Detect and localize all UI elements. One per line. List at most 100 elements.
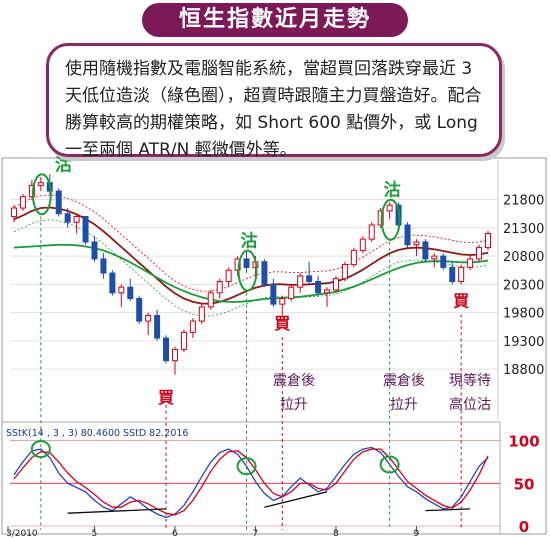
candle-body — [476, 247, 483, 260]
candle-body — [386, 204, 393, 212]
candle-body — [368, 224, 375, 240]
date-tick-label: 9 — [413, 529, 419, 538]
stochastic-tick-label: 100 — [508, 433, 539, 451]
stoch-trend-line — [425, 508, 471, 512]
strategy-note: 使用隨機指數及電腦智能系統，當超買回落跌穿最近 3 天低位造淡（綠色圈），超賣時… — [46, 43, 502, 160]
date-tick-label: 7 — [252, 529, 258, 538]
price-axis: 21800 21300 20800 20300 19800 19300 18800 — [503, 194, 544, 379]
date-tick-label: 8 — [333, 529, 339, 538]
candle-body — [297, 275, 304, 288]
candle-body — [91, 241, 98, 260]
stochastic-panel: 100 50 0 — [1, 421, 540, 536]
candle-body — [154, 314, 161, 339]
annotation-note-line2: 拉升 — [390, 397, 418, 413]
candle-body — [109, 272, 116, 294]
candle-body — [171, 348, 178, 362]
sell-signal-circle — [380, 198, 401, 241]
annotation-note-line2: 拉升 — [280, 397, 308, 413]
candle-body — [332, 278, 339, 291]
sell-signal-circle — [31, 173, 52, 216]
stoch-k-line — [13, 446, 489, 519]
candle-body — [28, 184, 35, 198]
price-tick-label: 19800 — [503, 307, 544, 322]
stoch-sell-circle — [379, 455, 400, 474]
stochastic-frame — [1, 421, 501, 535]
banner-title: 恒生指數近月走勢 — [142, 3, 408, 37]
candle-body — [11, 207, 17, 218]
buy-signal-label: 買 — [274, 314, 290, 333]
annotation-note-line2: 高位沽 — [449, 396, 491, 413]
candle-body — [82, 216, 89, 243]
candle-body — [413, 241, 420, 246]
candle-body — [73, 216, 80, 223]
date-axis: 3/2010 5 6 7 8 9 — [6, 526, 419, 538]
candle-body — [485, 232, 491, 249]
candle-body — [431, 255, 438, 260]
lower-envelope-line — [13, 219, 489, 317]
candle-body — [341, 264, 348, 280]
candle-body — [145, 314, 152, 322]
candle-body — [449, 266, 456, 283]
sell-signal-label: 沽 — [384, 180, 401, 201]
candle-body — [270, 283, 277, 305]
candle-body — [19, 196, 26, 209]
annotation-note-line1: 震倉後 — [273, 373, 315, 389]
stochastic-lines — [13, 446, 489, 519]
stochastic-tick-label: 50 — [514, 475, 535, 493]
candle-body — [64, 213, 71, 223]
candle-body — [216, 281, 223, 294]
sell-signal-label: 沽 — [241, 231, 258, 252]
buy-signal-label: 買 — [158, 388, 174, 407]
price-tick-label: 20300 — [503, 278, 544, 293]
candle-body — [324, 289, 331, 294]
candle-body — [127, 286, 134, 299]
candle-body — [37, 182, 44, 186]
annotation-note-line1: 現等待 — [449, 372, 491, 389]
stoch-sell-circle — [30, 440, 51, 459]
candle-body — [404, 224, 411, 246]
sell-signal-circle — [237, 249, 258, 292]
buy-signal-label: 買 — [453, 291, 469, 310]
stoch-trend-line — [264, 491, 328, 508]
stoch-sell-circle — [236, 457, 257, 476]
candle-body — [225, 269, 232, 283]
candle-body — [458, 266, 465, 283]
candle-body — [261, 261, 268, 285]
candle-body — [189, 320, 196, 333]
price-tick-label: 20800 — [503, 250, 544, 265]
candle-body — [118, 286, 125, 294]
candle-body — [288, 286, 295, 299]
candle-body — [180, 331, 187, 350]
candle-body — [207, 292, 214, 308]
candle-body — [440, 255, 447, 268]
candle-body — [467, 258, 474, 268]
candle-body — [359, 238, 366, 251]
price-tick-label: 21800 — [503, 194, 544, 209]
candle-body — [198, 306, 205, 322]
stochastic-legend: SStK(14 , 3 , 3) 80.4600 SStD 82.2016 — [6, 428, 188, 439]
candle-body — [422, 241, 429, 260]
stochastic-tick-label: 0 — [519, 518, 529, 536]
candle-body — [315, 281, 322, 294]
chart-border — [1, 157, 547, 535]
candle-body — [136, 297, 143, 322]
price-tick-label: 19300 — [503, 335, 544, 350]
stoch-d-line — [13, 448, 489, 516]
candle-body — [100, 258, 107, 274]
candle-body — [55, 190, 62, 215]
candle-body — [243, 258, 250, 268]
sell-signal-label: 沽 — [55, 154, 72, 175]
date-tick-label: 3/2010 — [6, 529, 38, 538]
date-tick-label: 5 — [91, 529, 97, 538]
date-tick-label: 6 — [172, 529, 178, 538]
price-tick-label: 18800 — [503, 363, 544, 378]
stoch-trend-line — [67, 508, 167, 514]
price-tick-label: 21300 — [503, 222, 544, 237]
candle-body — [279, 297, 286, 305]
candle-body — [350, 249, 357, 266]
annotation-note-line1: 震倉後 — [383, 373, 425, 389]
candlesticks — [11, 174, 491, 375]
candle-body — [163, 337, 170, 362]
